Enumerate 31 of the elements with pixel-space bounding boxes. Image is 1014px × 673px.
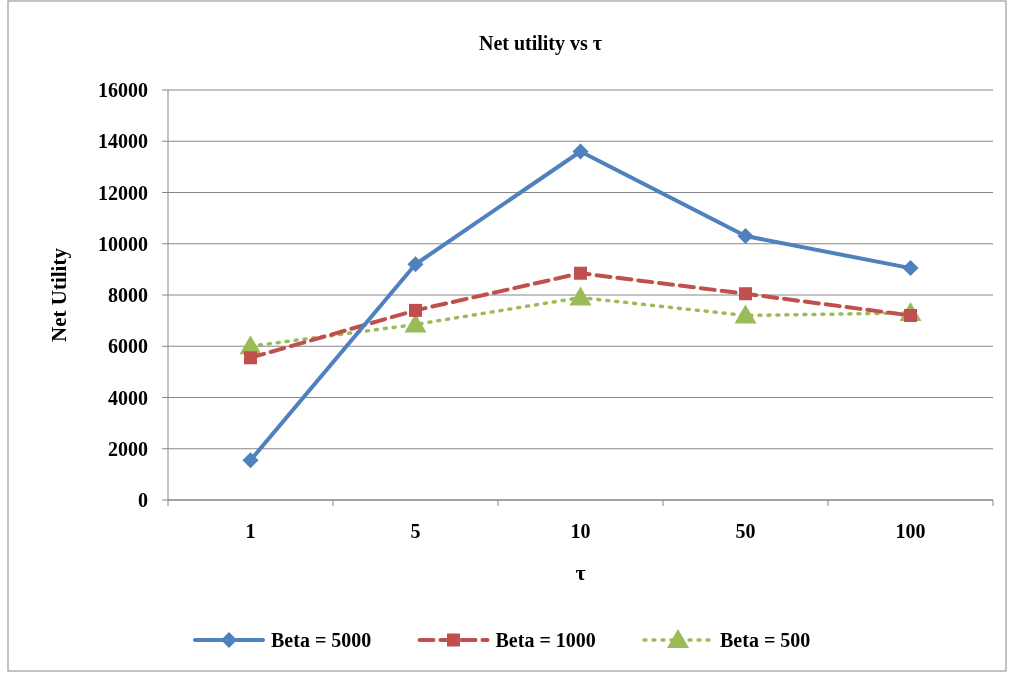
point <box>409 303 422 317</box>
point <box>572 143 589 160</box>
point <box>242 452 259 469</box>
x-tick-label: 10 <box>570 520 591 542</box>
y-tick-label: 14000 <box>98 130 148 153</box>
legend-label: Beta = 1000 <box>495 629 596 651</box>
y-tick-label: 2000 <box>108 437 148 460</box>
point <box>902 260 919 277</box>
y-axis-title: Net Utility <box>47 247 71 342</box>
x-tick-label: 50 <box>735 520 756 542</box>
point <box>244 351 257 365</box>
x-tick-label: 100 <box>895 520 926 542</box>
y-tick-label: 6000 <box>108 335 148 358</box>
y-tick-label: 8000 <box>108 284 148 306</box>
y-tick-label: 4000 <box>108 386 148 409</box>
point <box>734 304 757 324</box>
y-tick-label: 0 <box>138 489 148 511</box>
x-tick-label: 1 <box>245 520 256 542</box>
legend-label: Beta = 5000 <box>271 629 372 651</box>
point <box>574 266 587 280</box>
x-axis-title: τ <box>575 560 586 585</box>
point <box>739 287 752 301</box>
point <box>737 228 754 245</box>
x-tick-label: 5 <box>410 520 421 542</box>
y-tick-label: 10000 <box>98 232 148 255</box>
chart-title: Net utility vs τ <box>478 32 603 55</box>
y-tick-label: 12000 <box>98 181 148 204</box>
y-tick-label: 16000 <box>98 79 148 101</box>
legend-label: Beta = 500 <box>720 629 811 651</box>
point <box>407 256 424 273</box>
point <box>569 286 592 306</box>
